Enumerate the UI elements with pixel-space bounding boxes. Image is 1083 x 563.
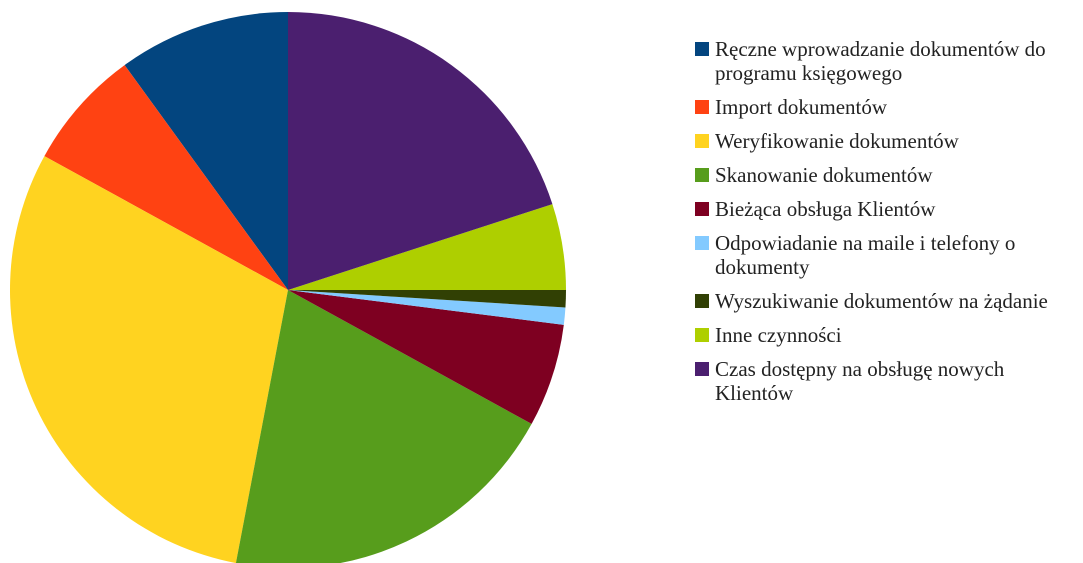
legend-item: Czas dostępny na obsługę nowych Klientów: [695, 357, 1080, 405]
legend-label: Import dokumentów: [715, 95, 888, 119]
legend-item: Odpowiadanie na maile i telefony o dokum…: [695, 231, 1080, 279]
legend-item: Bieżąca obsługa Klientów: [695, 197, 1080, 221]
legend-label: Ręczne wprowadzanie dokumentów do progra…: [715, 37, 1046, 85]
legend-swatch: [695, 328, 709, 342]
pie-slice: [288, 290, 566, 325]
legend-label: Odpowiadanie na maile i telefony o dokum…: [715, 231, 1016, 279]
legend-item: Wyszukiwanie dokumentów na żądanie: [695, 289, 1080, 313]
legend-swatch: [695, 168, 709, 182]
legend-item: Inne czynności: [695, 323, 1080, 347]
legend-label: Czas dostępny na obsługę nowych Klientów: [715, 357, 1005, 405]
legend: Ręczne wprowadzanie dokumentów do progra…: [695, 37, 1080, 415]
legend-label: Inne czynności: [715, 323, 842, 347]
legend-swatch: [695, 100, 709, 114]
legend-label: Bieżąca obsługa Klientów: [715, 197, 936, 221]
legend-label: Wyszukiwanie dokumentów na żądanie: [715, 289, 1048, 313]
pie-slice: [124, 12, 288, 290]
pie-slice: [288, 12, 553, 290]
legend-swatch: [695, 236, 709, 250]
pie-slice: [10, 156, 288, 563]
pie-slice: [288, 290, 564, 424]
legend-swatch: [695, 42, 709, 56]
legend-label: Weryfikowanie dokumentów: [715, 129, 959, 153]
legend-swatch: [695, 294, 709, 308]
pie-slice: [288, 204, 566, 290]
legend-swatch: [695, 362, 709, 376]
legend-item: Weryfikowanie dokumentów: [695, 129, 1080, 153]
legend-item: Import dokumentów: [695, 95, 1080, 119]
legend-swatch: [695, 134, 709, 148]
pie-slice: [235, 290, 532, 563]
pie-chart: [10, 12, 566, 563]
legend-item: Skanowanie dokumentów: [695, 163, 1080, 187]
legend-swatch: [695, 202, 709, 216]
legend-item: Ręczne wprowadzanie dokumentów do progra…: [695, 37, 1080, 85]
pie-slice: [44, 65, 288, 290]
legend-label: Skanowanie dokumentów: [715, 163, 933, 187]
pie-slice: [288, 290, 566, 308]
